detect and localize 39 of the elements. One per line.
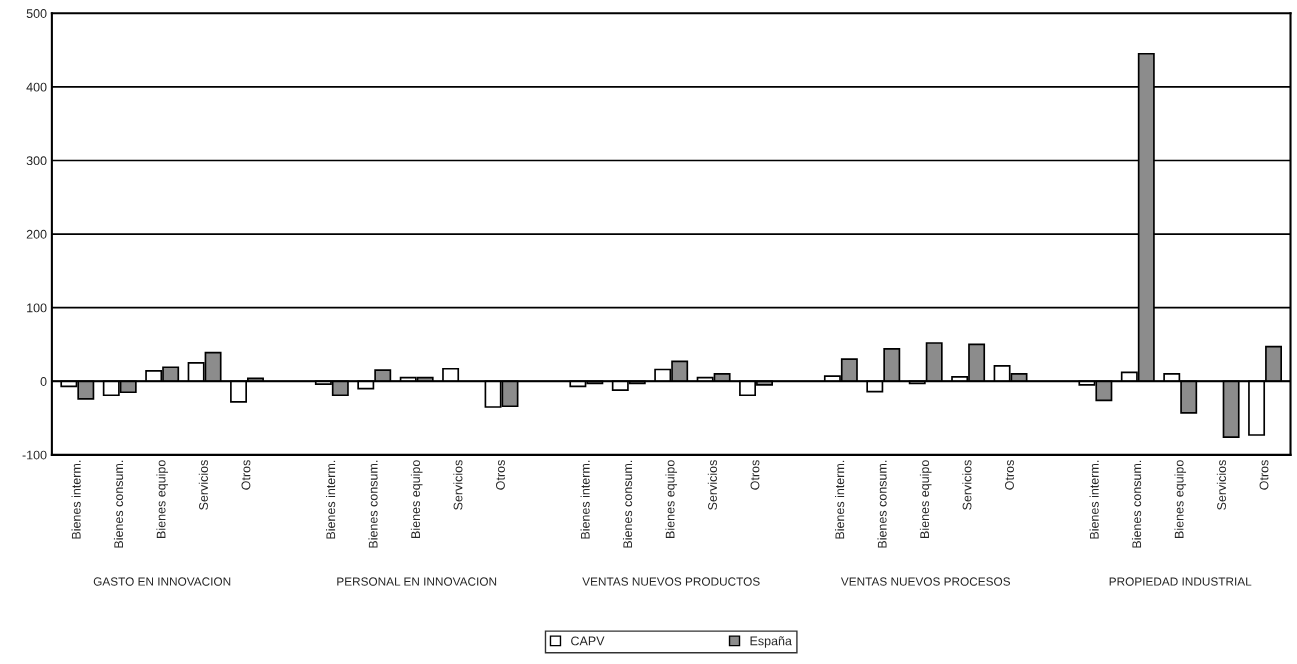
text: VENTAS NUEVOS PRODUCTOS [582,577,760,586]
x-tick-label: Bienes interm. [580,460,590,539]
x-tick-label: Bienes interm. [835,460,845,539]
x-tick-label: Bienes consum. [113,460,124,548]
x-tick-label: Bienes interm. [326,460,336,539]
text: PERSONAL EN INNOVACION [337,577,497,586]
text: GASTO EN INNOVACION [93,577,231,586]
legend-label: CAPV [571,636,605,646]
y-tick-label: 500 [26,9,47,18]
text: VENTAS NUEVOS PROCESOS [840,577,1011,586]
y-tick-label: -100 [22,450,47,460]
x-tick-label: Servicios [707,460,717,510]
x-tick-label: Otros [750,460,760,490]
x-tick-label: Otros [1259,460,1269,490]
x-tick-label: Otros [241,460,251,490]
y-tick-label: 400 [26,82,47,92]
y-tick-label: 300 [26,156,47,166]
x-tick-label: Servicios [1216,460,1226,510]
x-tick-label: Bienes equipo [919,460,932,538]
x-tick-label: Bienes consum. [1131,460,1142,548]
x-tick-label: Bienes equipo [410,460,423,538]
x-tick-label: Bienes consum. [368,460,378,548]
x-tick-label: Bienes consum. [877,460,887,548]
y-tick-label: 0 [40,377,47,386]
x-tick-label: Bienes equipo [156,460,168,538]
x-tick-label: Bienes equipo [1174,460,1187,538]
x-tick-label: Bienes interm. [1089,460,1099,539]
x-tick-label: Bienes interm. [71,460,81,539]
x-tick-label: Servicios [453,460,463,510]
y-tick-label: 200 [26,229,47,239]
x-tick-label: Servicios [198,460,208,510]
x-tick-label: Bienes consum. [622,460,633,548]
y-tick-label: 100 [27,303,47,313]
legend-label: España [750,636,792,648]
x-tick-label: Bienes equipo [665,460,678,538]
x-tick-label: Servicios [962,460,972,510]
x-tick-label: Otros [496,460,505,490]
x-tick-label: Otros [1005,460,1014,490]
text: PROPIEDAD INDUSTRIAL [1109,577,1252,586]
